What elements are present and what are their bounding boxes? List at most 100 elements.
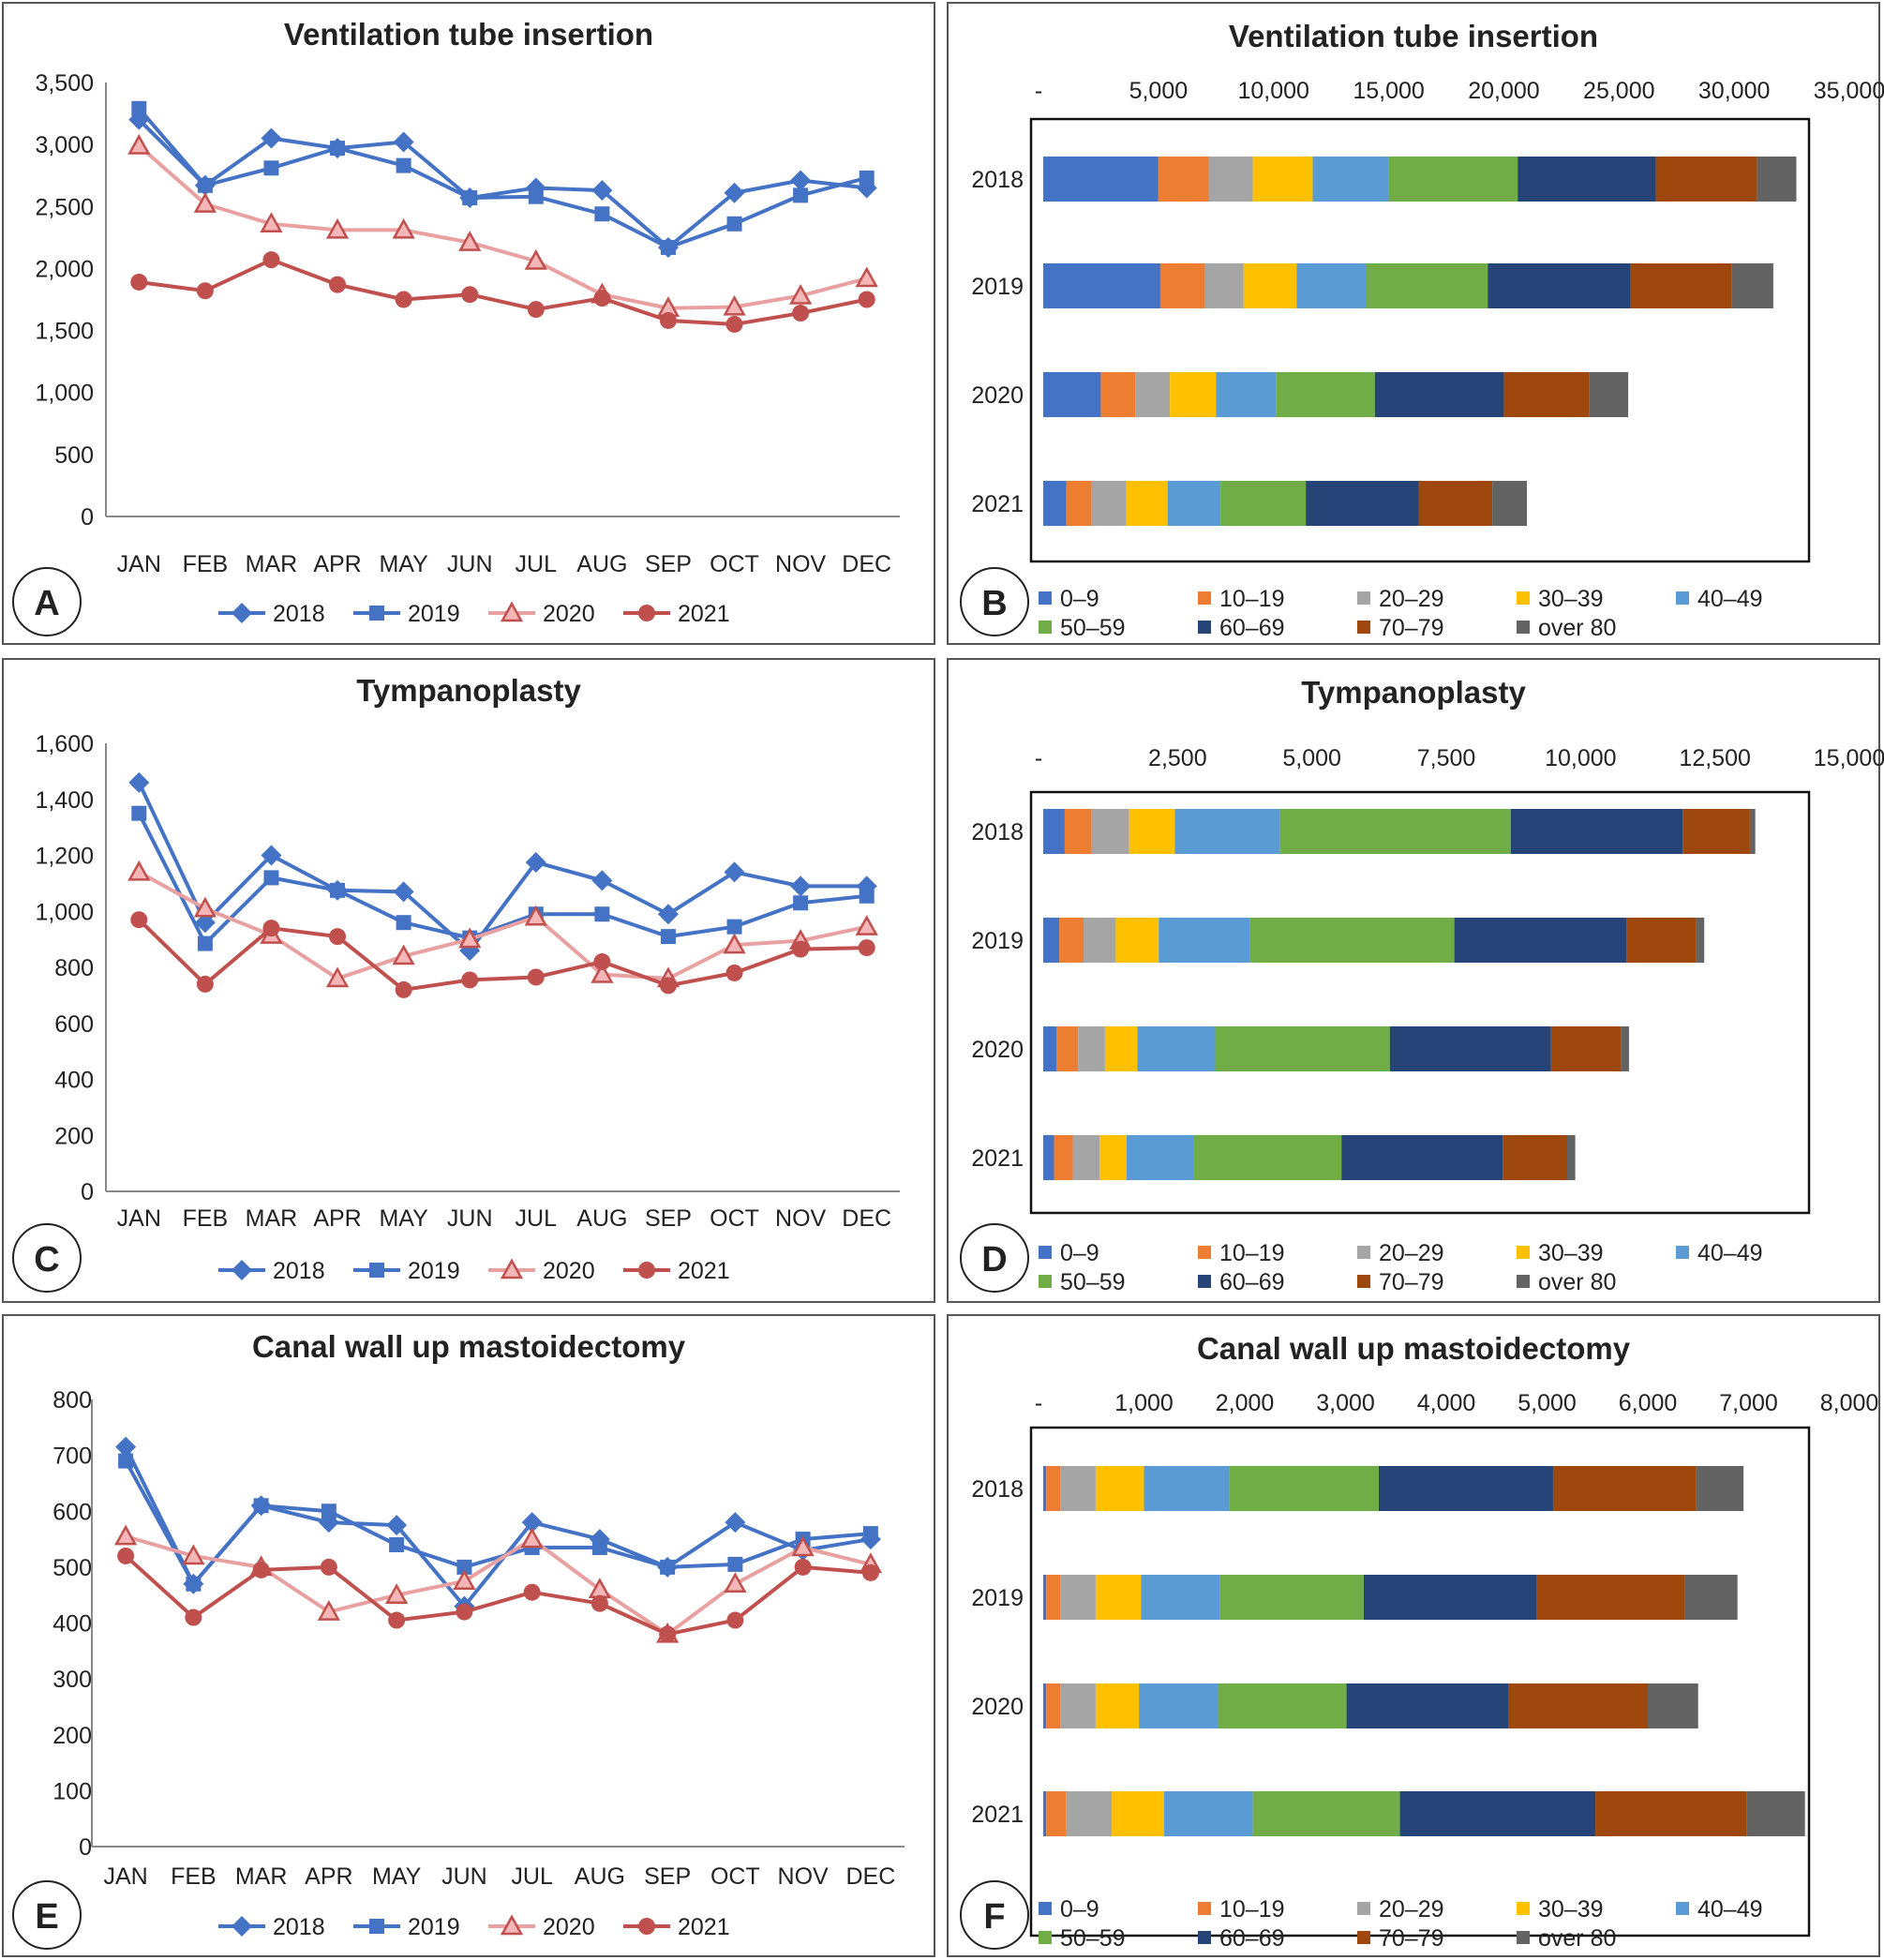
y-tick-label: 100 (52, 1778, 92, 1804)
bar-segment-2021 (1193, 1135, 1342, 1180)
x-tick-label: JUN (441, 1863, 487, 1890)
bar-segment-2020 (1621, 1026, 1629, 1071)
bar-segment-2020 (1056, 1026, 1079, 1071)
legend-marker-2018 (232, 1916, 252, 1937)
x-tick-label: AUG (575, 1863, 625, 1890)
data-point-2019 (462, 190, 478, 206)
bar-segment-2021 (1164, 1791, 1253, 1836)
bar-segment-2021 (1746, 1791, 1805, 1836)
data-point-2018 (261, 845, 282, 866)
legend-swatch (1039, 621, 1052, 634)
y-tick-label: 400 (54, 1068, 94, 1094)
chart-title: Canal wall up mastoidectomy (252, 1329, 686, 1364)
legend-swatch (1357, 1902, 1370, 1915)
legend-marker-2018 (232, 1260, 252, 1280)
legend-marker-2018 (232, 603, 252, 623)
data-point-2019 (793, 895, 809, 911)
bar-segment-2018 (1208, 157, 1253, 202)
data-point-2021 (861, 1564, 879, 1581)
legend-swatch (1198, 1931, 1211, 1944)
data-point-2020 (193, 192, 217, 213)
x-tick-label: DEC (842, 551, 891, 577)
bar-segment-2020 (1043, 1026, 1057, 1071)
y-tick-label: 500 (54, 442, 94, 469)
legend-label-2019: 2019 (408, 601, 460, 627)
data-point-2020 (260, 212, 283, 233)
data-point-2020 (317, 1600, 340, 1621)
data-point-2019 (330, 882, 346, 898)
data-point-2021 (792, 940, 810, 958)
bar-segment-2019 (1219, 1575, 1364, 1620)
bar-segment-2019 (1043, 918, 1060, 963)
bar-segment-2020 (1095, 1683, 1140, 1728)
data-point-2018 (591, 870, 613, 891)
legend-label: 20–29 (1379, 586, 1444, 612)
data-point-2021 (395, 980, 412, 998)
bar-segment-2020 (1217, 1683, 1347, 1728)
x-tick-label: NOV (775, 551, 827, 577)
x-tick-label: MAY (372, 1863, 422, 1890)
bar-segment-2021 (1043, 481, 1067, 526)
data-point-2021 (726, 1611, 744, 1629)
category-label-2021: 2021 (971, 491, 1024, 517)
data-point-2018 (521, 1512, 543, 1534)
series-line-2020 (125, 1534, 872, 1637)
bar-segment-2021 (1220, 481, 1307, 526)
data-point-2018 (128, 771, 150, 793)
legend-label: over 80 (1538, 1925, 1616, 1952)
data-point-2019 (263, 160, 279, 176)
data-point-2020 (723, 933, 746, 954)
data-point-2020 (114, 1524, 138, 1546)
bar-segment-2019 (1488, 263, 1631, 308)
bar-segment-2021 (1112, 1791, 1164, 1836)
legend-marker-2019 (369, 1263, 384, 1278)
y-tick-label: 200 (52, 1723, 92, 1749)
legend-label-2020: 2020 (543, 601, 595, 627)
bar-segment-2019 (1454, 918, 1627, 963)
legend-label: 60–69 (1219, 615, 1285, 641)
plot-area-border (1029, 1426, 1811, 1938)
bar-segment-2018 (1064, 809, 1092, 854)
data-point-2021 (117, 1547, 135, 1564)
bar-segment-2021 (1091, 481, 1127, 526)
data-point-2019 (727, 1556, 743, 1572)
data-point-2021 (659, 311, 677, 329)
data-point-2019 (197, 935, 213, 951)
data-point-2020 (520, 1527, 544, 1549)
data-point-2021 (461, 971, 479, 989)
data-point-2021 (659, 1625, 677, 1643)
data-point-2019 (456, 1559, 472, 1575)
legend-swatch (1039, 1931, 1052, 1944)
x-tick-label: AUG (576, 551, 627, 577)
bar-segment-2019 (1630, 263, 1732, 308)
legend-swatch (1517, 1246, 1530, 1259)
panel-label-E: E (35, 1897, 58, 1937)
data-point-2020 (855, 266, 878, 288)
panel-B: Ventilation tube insertion - 5,000 10,000 15… (947, 2, 1884, 645)
bar-segment-2021 (1054, 1135, 1073, 1180)
bar-segment-2020 (1589, 372, 1629, 417)
x-tick-label: OCT (710, 1205, 759, 1232)
data-point-2021 (593, 290, 611, 307)
x-tick-label: OCT (710, 551, 759, 577)
data-point-2019 (859, 170, 875, 186)
bar-segment-2018 (1060, 1466, 1096, 1511)
plot-area-border (1029, 790, 1811, 1215)
y-tick-label: 800 (54, 955, 94, 981)
legend-label-2020: 2020 (543, 1258, 595, 1284)
chart-title: Canal wall up mastoidectomy (1197, 1331, 1631, 1366)
series-line-2021 (137, 918, 867, 992)
bar-segment-2021 (1567, 1135, 1576, 1180)
legend-swatch (1517, 1931, 1530, 1944)
legend-swatch (1198, 1246, 1211, 1259)
legend-label: 20–29 (1379, 1240, 1444, 1266)
data-point-2018 (591, 180, 613, 202)
data-point-2020 (392, 217, 415, 239)
data-point-2021 (725, 315, 743, 333)
data-point-2019 (594, 906, 610, 922)
legend-swatch (1039, 591, 1052, 605)
x-tick-label: APR (313, 551, 361, 577)
legend-swatch (1676, 1902, 1689, 1915)
category-label-2018: 2018 (971, 167, 1024, 193)
y-tick-label: 700 (52, 1444, 92, 1470)
